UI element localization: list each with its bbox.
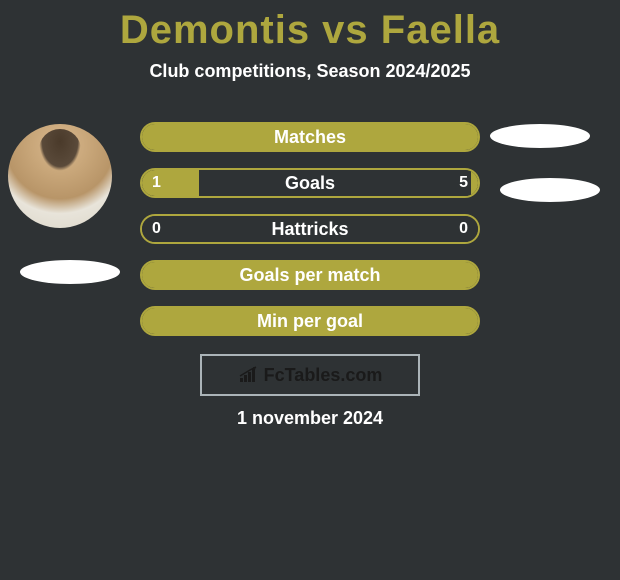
bar-matches: Matches [140,122,480,152]
badge-right-1 [490,124,590,148]
bar-min-per-goal: Min per goal [140,306,480,336]
player-avatar-left [8,124,112,228]
badge-right-2 [500,178,600,202]
bar-label: Min per goal [142,308,478,334]
bar-hattricks: 0 Hattricks 0 [140,214,480,244]
watermark: FcTables.com [200,354,420,396]
bar-label: Matches [142,124,478,150]
badge-left [20,260,120,284]
bar-label: Hattricks [142,216,478,242]
watermark-text: FcTables.com [264,365,383,386]
bar-value-right: 5 [459,170,468,196]
date-label: 1 november 2024 [0,408,620,429]
chart-icon [238,366,260,384]
comparison-bars: Matches 1 Goals 5 0 Hattricks 0 Goals pe… [140,122,480,352]
bar-goals: 1 Goals 5 [140,168,480,198]
bar-goals-per-match: Goals per match [140,260,480,290]
subtitle: Club competitions, Season 2024/2025 [0,61,620,82]
page-title: Demontis vs Faella [0,0,620,53]
bar-label: Goals [142,170,478,196]
bar-value-right: 0 [459,216,468,242]
bar-label: Goals per match [142,262,478,288]
